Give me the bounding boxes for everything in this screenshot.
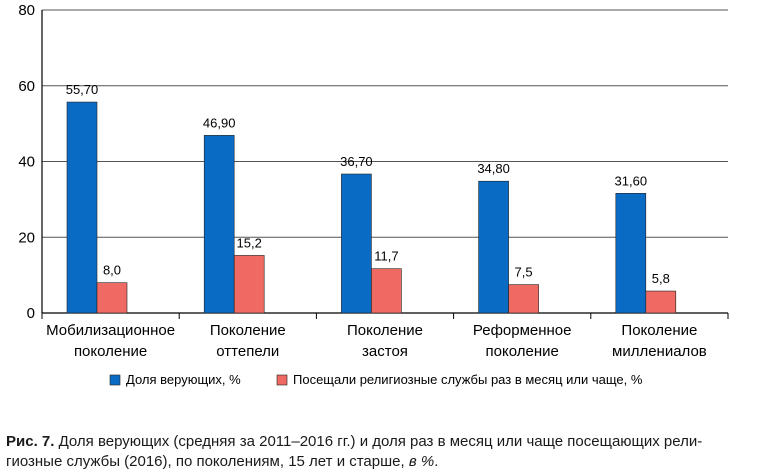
legend-swatch-believers xyxy=(109,374,121,386)
x-category-label: оттепели xyxy=(216,343,279,360)
data-label: 7,5 xyxy=(515,265,533,280)
y-tick-label: 20 xyxy=(18,229,35,246)
data-label: 5,8 xyxy=(652,271,670,286)
y-tick-label: 80 xyxy=(18,2,35,19)
bar-believers xyxy=(203,135,235,314)
x-category-label: Поколение xyxy=(210,322,286,339)
x-category-label: поколение xyxy=(486,343,559,360)
data-label: 8,0 xyxy=(103,263,121,278)
chart: 0 20 40 60 80 55,70 8,0 Мобилизационное поколени… xyxy=(18,2,729,387)
caption-line-1: Доля верующих (средняя за 2011–2016 гг.)… xyxy=(54,433,703,450)
bar-believers xyxy=(615,193,647,314)
bar-attendance xyxy=(96,282,128,314)
x-category-label: Реформенное xyxy=(473,322,572,339)
y-tick-label: 60 xyxy=(18,78,35,95)
x-category-label: миллениалов xyxy=(612,343,707,360)
y-tick-label: 0 xyxy=(27,305,35,322)
bar-attendance xyxy=(508,284,539,314)
data-label: 36,70 xyxy=(340,154,373,169)
figure-caption: Рис. 7. Доля верующих (средняя за 2011–2… xyxy=(6,432,762,472)
bar-attendance xyxy=(233,255,265,314)
legend-swatch-attendance xyxy=(276,374,288,386)
x-category-label: поколение xyxy=(74,343,147,360)
bar-attendance xyxy=(645,290,677,314)
caption-unit: в % xyxy=(408,453,435,470)
x-category-label: Поколение xyxy=(347,322,423,339)
legend-label: Посещали религиозные службы раз в месяц … xyxy=(293,372,643,387)
bar-believers xyxy=(341,173,372,314)
data-label: 46,90 xyxy=(203,115,236,130)
x-category-label: застоя xyxy=(362,343,408,360)
data-label: 31,60 xyxy=(615,173,648,188)
y-tick-label: 40 xyxy=(18,154,35,171)
bar-attendance xyxy=(371,268,402,314)
x-category-label: Поколение xyxy=(621,322,697,339)
x-category-label: Мобилизационное xyxy=(46,322,175,339)
data-label: 15,2 xyxy=(237,235,262,250)
caption-prefix: Рис. 7. xyxy=(6,433,55,450)
data-label: 34,80 xyxy=(477,161,510,176)
bar-believers xyxy=(478,180,509,314)
caption-line-2: гиозные службы (2016), по поколениям, 15… xyxy=(6,453,409,470)
caption-end: . xyxy=(434,453,439,470)
legend-label: Доля верующих, % xyxy=(126,372,241,387)
bar-believers xyxy=(66,101,98,314)
data-label: 55,70 xyxy=(66,82,99,97)
data-label: 11,7 xyxy=(374,249,398,264)
